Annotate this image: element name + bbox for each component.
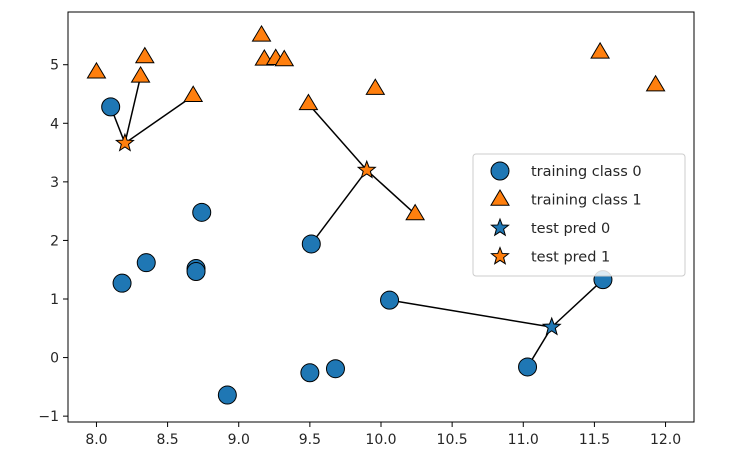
x-tick-label: 8.5 [156,432,178,448]
test-pred-1-point [114,132,135,152]
neighbor-line [389,299,552,328]
legend-label-training-class-1: training class 1 [531,193,642,209]
training-class-0-point [217,385,237,405]
legend-label-test-pred-1: test pred 1 [531,250,610,266]
training-class-0-point [112,273,132,293]
neighbor-line [366,169,416,215]
training-class-0-point [300,363,320,383]
training-class-0-point [136,253,156,273]
y-tick-label: −1 [38,409,59,425]
y-tick-label: 3 [50,175,59,191]
legend-marker-test-pred-0 [490,217,510,237]
legend-marker-training-class-1 [490,189,510,206]
neighbor-line [307,103,368,171]
neighbor-line [310,169,368,245]
training-class-0-point [192,202,212,222]
neighbor-line [124,95,194,144]
neighbor-line [551,279,604,328]
x-tick-label: 9.0 [228,432,250,448]
x-tick-label: 12.0 [650,432,681,448]
x-tick-label: 10.5 [437,432,468,448]
x-axis: 8.0 8.5 9.0 9.5 10.0 10.5 11.0 11.5 12.0 [85,422,681,448]
training-class-1-point [274,49,295,67]
test-pred-0-point [541,316,562,336]
training-class-0-point [301,234,321,254]
legend-label-test-pred-0: test pred 0 [531,221,610,237]
y-tick-label: 5 [50,58,59,74]
training-class-1-point [590,41,611,59]
training-class-0-point [325,359,345,379]
training-class-0-point [101,97,121,117]
training-class-1-point [183,85,204,102]
training-class-1-point [405,203,426,221]
training-class-1-point [365,78,386,95]
training-class-0-point [380,290,400,310]
training-class-1-point [298,93,319,111]
legend-box [472,153,686,277]
x-tick-label: 8.0 [85,432,107,448]
training-class-1-point [645,74,666,92]
legend-marker-test-pred-1 [490,246,510,265]
y-tick-label: 0 [50,351,59,367]
neighbor-line [124,76,142,144]
legend-label-training-class-0: training class 0 [531,164,642,180]
x-tick-label: 11.5 [579,432,610,448]
legend-marker-training-class-0 [490,161,510,181]
training-class-1-point [86,61,107,79]
training-class-1-point [251,24,272,42]
y-tick-label: 2 [50,233,59,249]
legend: training class 0 training class 1 test pre… [472,153,686,277]
training-class-0-point [186,261,206,281]
training-class-1-point [130,65,151,83]
y-axis: −1 0 1 2 3 4 5 [38,58,68,425]
data-points [86,24,666,405]
y-tick-label: 1 [50,292,59,308]
test-pred-1-point [356,159,377,179]
x-tick-label: 9.5 [299,432,321,448]
x-tick-label: 10.0 [365,432,396,448]
y-tick-label: 4 [50,116,59,132]
training-class-1-point [134,46,155,64]
training-class-0-point [518,357,538,377]
x-tick-label: 11.0 [508,432,539,448]
